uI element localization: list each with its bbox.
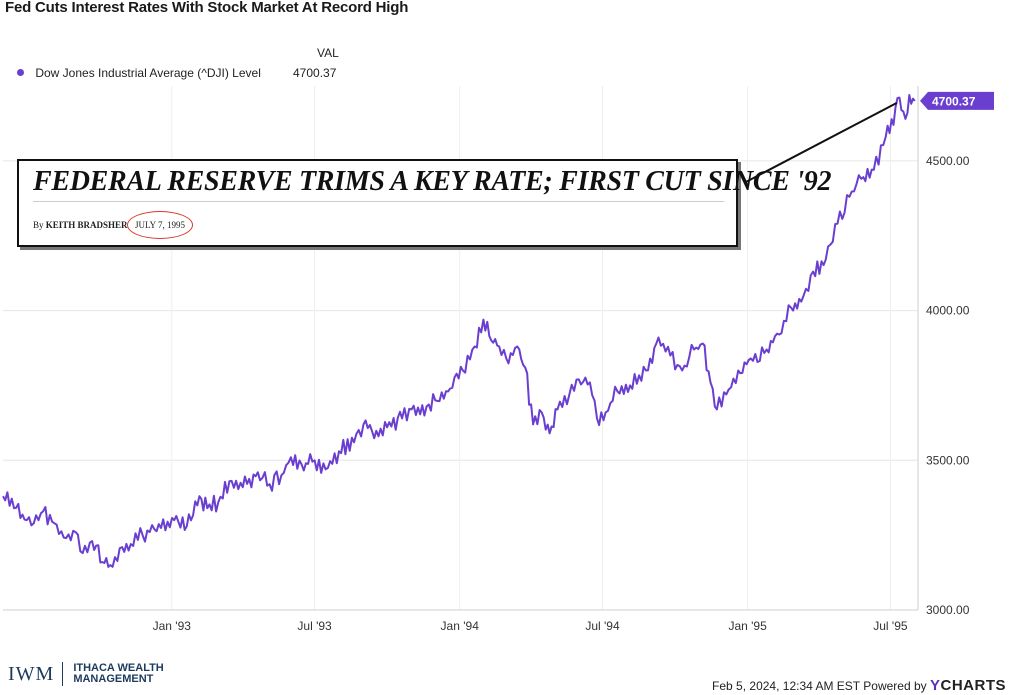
ycharts-logo-text: CHARTS: [940, 677, 1006, 694]
legend-series-label: Dow Jones Industrial Average (^DJI) Leve…: [35, 66, 261, 80]
logo-divider: [62, 662, 64, 686]
headline-divider: [33, 201, 724, 202]
logo-line-2: MANAGEMENT: [73, 673, 154, 685]
chart-title: Fed Cuts Interest Rates With Stock Marke…: [5, 0, 409, 16]
callout-connector: [743, 101, 898, 184]
x-axis-labels: Jan '93 Jul '93 Jan '94 Jul '94 Jan '95 Jul '…: [153, 619, 908, 633]
y-axis-labels: 3000.00 3500.00 4000.00 4500.00: [926, 154, 970, 617]
byline: By KEITH BRADSHER: [33, 220, 128, 230]
x-tick-label: Jan '94: [441, 619, 480, 633]
logo-mark: IWM: [8, 662, 55, 685]
y-tick-label: 3500.00: [926, 453, 970, 467]
byline-author: KEITH BRADSHER: [45, 220, 128, 230]
ycharts-logo-y: Y: [929, 677, 941, 694]
dow-jones-line: [2, 94, 916, 568]
legend-series-value: 4700.37: [293, 66, 337, 80]
y-tick-label: 3000.00: [926, 603, 970, 617]
byline-prefix: By: [33, 220, 44, 230]
powered-by-label: Powered by: [863, 679, 927, 693]
last-value-badge-label: 4700.37: [932, 94, 976, 108]
x-tick-label: Jan '95: [728, 619, 767, 633]
logo-name: ITHACA WEALTH MANAGEMENT: [73, 663, 163, 685]
last-value-badge: 4700.37: [920, 91, 994, 110]
last-value-badge-shape: [920, 91, 994, 110]
footer-attribution: Feb 5, 2024, 12:34 AM EST Powered by YCH…: [712, 677, 1006, 694]
legend[interactable]: Dow Jones Industrial Average (^DJI) Leve…: [17, 66, 336, 80]
axes: [3, 86, 919, 611]
x-tick-label: Jul '95: [873, 619, 908, 633]
news-headline-annotation: FEDERAL RESERVE TRIMS A KEY RATE; FIRST …: [17, 159, 832, 247]
logo-line-1: ITHACA WEALTH: [73, 662, 164, 674]
x-tick-label: Jul '94: [585, 619, 620, 633]
value-column-header: VAL: [317, 46, 339, 60]
ycharts-logo[interactable]: YCHARTS: [930, 677, 1006, 694]
circled-date: JULY 7, 1995: [127, 211, 193, 239]
x-tick-label: Jul '93: [297, 619, 332, 633]
y-tick-label: 4000.00: [926, 304, 970, 318]
x-tick-label: Jan '93: [153, 619, 192, 633]
footer-timestamp: Feb 5, 2024, 12:34 AM EST: [712, 679, 860, 693]
legend-dot-icon: [17, 69, 24, 76]
y-tick-label: 4500.00: [926, 154, 970, 168]
headline-text: FEDERAL RESERVE TRIMS A KEY RATE; FIRST …: [33, 166, 832, 197]
ithaca-wealth-logo: IWM ITHACA WEALTH MANAGEMENT: [8, 662, 164, 686]
